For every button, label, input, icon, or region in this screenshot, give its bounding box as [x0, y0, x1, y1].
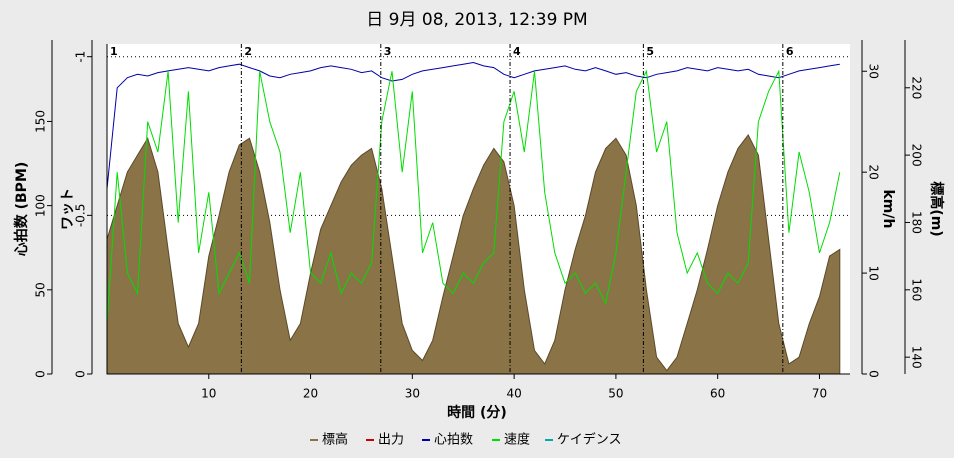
y-tick-label: 10	[867, 265, 881, 280]
y-tick-label: 180	[910, 211, 924, 234]
chart-title: 日 9月 08, 2013, 12:39 PM	[366, 10, 587, 30]
x-tick-label: 20	[303, 387, 318, 401]
y-tick-label: 0	[867, 370, 881, 378]
y-axis-label: ワット	[60, 188, 76, 230]
y-tick-label: 0	[74, 370, 88, 378]
y-tick-label: 100	[34, 194, 48, 217]
y-tick-label: 220	[910, 76, 924, 99]
legend-label: 速度	[504, 432, 530, 448]
legend-label: 心拍数	[434, 433, 473, 448]
lap-label: 2	[244, 45, 252, 58]
y-tick-label: 50	[34, 282, 48, 297]
legend-label: 標高	[322, 432, 348, 448]
y-tick-label: 20	[867, 165, 881, 180]
y-axis-label: 心拍数 (BPM)	[13, 162, 30, 257]
lap-label: 1	[110, 45, 118, 58]
lap-label: 4	[513, 45, 521, 58]
legend-label: 出力	[378, 433, 404, 448]
y-tick-label: 150	[34, 110, 48, 133]
y-tick-label: 0	[34, 370, 48, 378]
y-axis-label: km/h	[880, 190, 896, 229]
line	[106, 69, 841, 324]
y-tick-label: 30	[867, 64, 881, 79]
x-tick-label: 60	[710, 387, 725, 401]
legend-label: ケイデンス	[557, 432, 621, 448]
x-tick-label: 70	[812, 387, 827, 401]
y-tick-label: 160	[910, 278, 924, 301]
y-tick-label: 200	[910, 144, 924, 167]
lap-label: 5	[646, 45, 654, 58]
line	[106, 61, 840, 189]
x-tick-label: 50	[608, 387, 623, 401]
lap-label: 3	[384, 45, 392, 58]
x-axis-label: 時間 (分)	[447, 404, 507, 421]
y-tick-label: 140	[910, 346, 924, 369]
lap-label: 6	[786, 45, 794, 58]
x-tick-label: 40	[506, 387, 521, 401]
y-axis-label: 標高(m)	[928, 181, 945, 236]
x-tick-label: 30	[405, 387, 420, 401]
area	[106, 133, 841, 375]
y-tick-label: -0.5	[74, 204, 88, 227]
x-tick-label: 10	[201, 387, 216, 401]
y-tick-label: -1	[74, 51, 88, 63]
